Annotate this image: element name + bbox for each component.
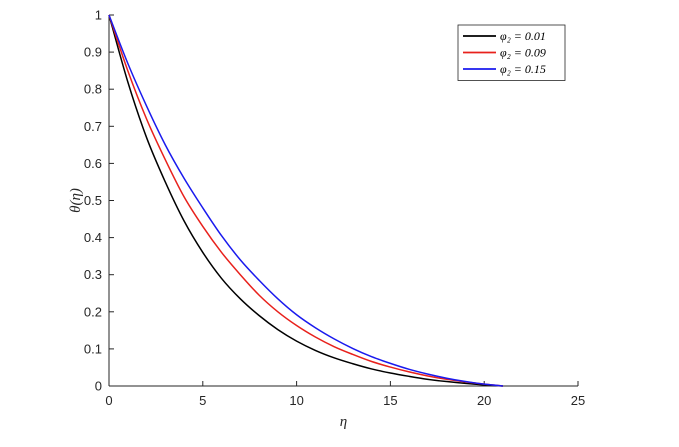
y-tick-label: 0.4 [84, 230, 102, 245]
x-axis-title: η [340, 414, 347, 430]
y-tick-label: 0 [95, 379, 102, 394]
series-line-3 [108, 14, 504, 387]
y-tick-label: 0.1 [84, 341, 102, 356]
y-tick-label: 0.3 [84, 267, 102, 282]
series-lines [108, 14, 504, 387]
legend: φ₂ = 0.01 φ₂ = 0.09 φ₂ = 0.15 [457, 24, 566, 81]
series-line-1 [108, 14, 504, 387]
x-tick-label: 25 [571, 393, 585, 408]
y-tick-label: 0.7 [84, 119, 102, 134]
legend-label-1: φ₂ = 0.01 [500, 29, 546, 43]
y-tick-label: 0.8 [84, 82, 102, 97]
y-axis-title: θ(η) [68, 188, 84, 213]
y-tick-label: 0.9 [84, 45, 102, 60]
legend-label-2: φ₂ = 0.09 [500, 46, 546, 60]
y-tick-label: 0.2 [84, 304, 102, 319]
x-tick-label: 5 [199, 393, 206, 408]
y-tick-label: 0.6 [84, 156, 102, 171]
x-tick-label: 10 [289, 393, 303, 408]
y-tick-label: 1 [95, 8, 102, 23]
x-tick-label: 20 [477, 393, 491, 408]
x-tick-label: 15 [383, 393, 397, 408]
axes: 0 5 10 15 20 25 0 0.1 0.2 0.3 0.4 0.5 0.6 0.7 0.8 0.9 1 η… [68, 8, 585, 431]
x-tick-label: 0 [105, 393, 112, 408]
legend-label-3: φ₂ = 0.15 [500, 62, 546, 76]
y-tick-label: 0.5 [84, 193, 102, 208]
series-line-2 [108, 14, 504, 387]
